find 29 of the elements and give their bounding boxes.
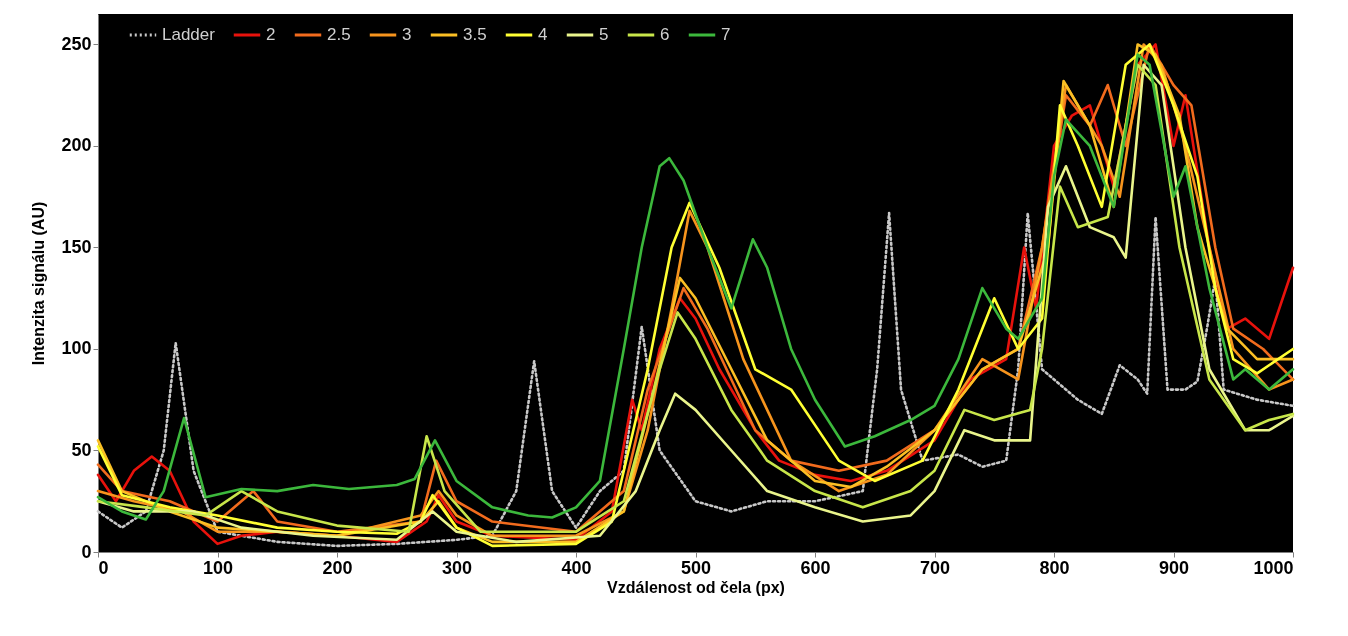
x-tick-label: 800 [1039, 557, 1070, 578]
x-axis-title: Vzdálenost od čela (px) [607, 578, 785, 596]
y-tick-label: 250 [61, 33, 92, 54]
x-tick-label: 500 [680, 557, 712, 578]
legend-label: 2 [266, 25, 276, 44]
line-series [96, 211, 1295, 548]
x-tick-label: 600 [800, 557, 831, 578]
y-axis-title: Intenzita signálu (AU) [30, 201, 48, 366]
x-tick-label: 1000 [1253, 557, 1294, 578]
legend-label: Ladder [162, 25, 216, 44]
legend-label: 3 [402, 25, 412, 44]
x-tick-label: 900 [1158, 557, 1190, 578]
y-tick-label: 200 [61, 135, 92, 156]
y-tick-label: 100 [61, 338, 92, 359]
legend-label: 7 [721, 25, 731, 44]
legend-label: 6 [660, 25, 670, 44]
x-tick-label: 400 [561, 557, 592, 578]
x-tick-label: 100 [202, 557, 234, 578]
y-tick-label: 0 [81, 541, 92, 562]
x-tick-label: 200 [322, 557, 353, 578]
x-tick-label: 700 [919, 557, 951, 578]
x-tick-label: 300 [441, 557, 473, 578]
x-tick-label: 0 [98, 557, 109, 578]
y-tick-label: 150 [61, 236, 92, 257]
legend-label: 2.5 [327, 25, 351, 44]
legend-label: 3.5 [463, 25, 487, 44]
legend-label: 5 [599, 25, 609, 44]
y-tick-label: 50 [71, 439, 92, 460]
legend-label: 4 [538, 25, 548, 44]
